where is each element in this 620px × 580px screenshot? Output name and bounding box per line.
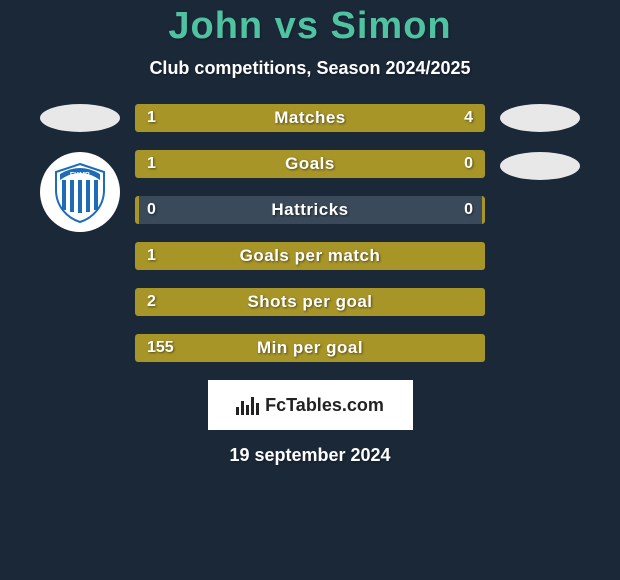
stat-value-right: 4	[464, 109, 473, 127]
bar-chart-icon	[236, 395, 259, 415]
stat-value-right: 0	[464, 201, 473, 219]
stats-wrapper: FKMB 1 Matches 4 1 Goals 0 0 Hattricks 0 1 Goals p…	[0, 104, 620, 362]
shield-icon: FKMB	[48, 160, 112, 224]
stat-row: 155 Min per goal	[135, 334, 485, 362]
stat-row: 1 Goals 0	[135, 150, 485, 178]
player-ellipse-right-2	[500, 152, 580, 180]
stats-bars-column: 1 Matches 4 1 Goals 0 0 Hattricks 0 1 Goals per ma…	[135, 104, 485, 362]
stat-row: 0 Hattricks 0	[135, 196, 485, 224]
club-badge-fkmb: FKMB	[40, 152, 120, 232]
stat-label: Goals	[285, 154, 335, 174]
stat-value-left: 1	[147, 109, 156, 127]
stat-bar-left	[135, 150, 398, 178]
stat-bar-left	[135, 104, 205, 132]
stat-label: Matches	[274, 108, 346, 128]
left-badges-column: FKMB	[35, 104, 125, 232]
footer-logo-text: FcTables.com	[265, 395, 384, 416]
stat-label: Hattricks	[271, 200, 348, 220]
stat-value-left: 0	[147, 201, 156, 219]
stat-label: Goals per match	[240, 246, 381, 266]
stat-value-right: 0	[464, 155, 473, 173]
stat-row: 2 Shots per goal	[135, 288, 485, 316]
stat-bar-left	[135, 196, 139, 224]
date-text: 19 september 2024	[0, 445, 620, 466]
comparison-widget: John vs Simon Club competitions, Season …	[0, 0, 620, 580]
stat-value-left: 2	[147, 293, 156, 311]
stat-bar-right	[482, 196, 486, 224]
stat-row: 1 Goals per match	[135, 242, 485, 270]
subtitle: Club competitions, Season 2024/2025	[0, 58, 620, 79]
player-ellipse-left	[40, 104, 120, 132]
stat-label: Shots per goal	[247, 292, 372, 312]
footer-logo: FcTables.com	[208, 380, 413, 430]
stat-row: 1 Matches 4	[135, 104, 485, 132]
player-ellipse-right-1	[500, 104, 580, 132]
right-badges-column	[495, 104, 585, 180]
page-title: John vs Simon	[0, 5, 620, 48]
stat-label: Min per goal	[257, 338, 363, 358]
stat-value-left: 1	[147, 247, 156, 265]
svg-text:FKMB: FKMB	[70, 172, 90, 179]
stat-value-left: 155	[147, 339, 174, 357]
stat-value-left: 1	[147, 155, 156, 173]
